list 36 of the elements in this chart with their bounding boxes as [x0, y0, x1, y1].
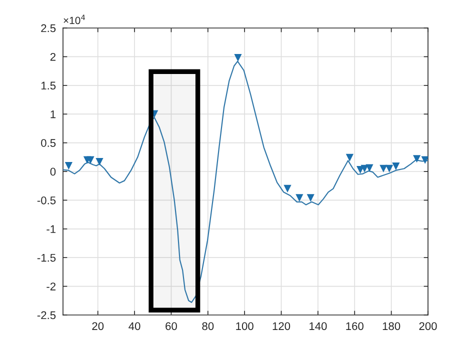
text: ×10$^{4}$: [64, 14, 85, 24]
point: [380, 164, 388, 172]
point: [421, 156, 428, 164]
point: [385, 164, 394, 172]
y-tick-label: -1: [46, 225, 56, 233]
y-tick-label: -1.5: [37, 254, 56, 262]
x-tick-label: 60: [166, 322, 177, 330]
x-tick-label: 100: [236, 322, 254, 330]
y-tick-label: 1: [50, 110, 56, 118]
y-tick-label: 0.5: [41, 139, 56, 147]
x-tick-label: 140: [310, 322, 327, 330]
point: [96, 158, 104, 166]
x-tick-label: 180: [382, 322, 400, 330]
point: [86, 156, 94, 164]
point: [306, 194, 314, 202]
y-tick-label: -0.5: [37, 196, 56, 204]
y-tick-label: -2: [46, 282, 56, 290]
point: [392, 162, 400, 170]
x-tick-label: 200: [419, 322, 437, 330]
point: [346, 154, 354, 162]
point: [64, 162, 72, 170]
y-tick-label: 0: [50, 168, 56, 176]
point: [284, 184, 292, 193]
y-tick-label: 2: [50, 52, 56, 61]
y-tick-label: 1.5: [41, 82, 56, 90]
x-tick-label: 120: [272, 322, 290, 330]
x-tick-label: 160: [346, 322, 364, 330]
point: [296, 194, 304, 202]
x-tick-label: 20: [92, 322, 104, 330]
point: [366, 164, 374, 172]
point: [234, 54, 242, 62]
point: [413, 155, 421, 163]
y-tick-label: -2.5: [37, 311, 56, 320]
y-tick-label: 2.5: [41, 24, 56, 32]
x-tick-label: 80: [202, 322, 214, 330]
x-tick-label: 40: [128, 322, 140, 330]
